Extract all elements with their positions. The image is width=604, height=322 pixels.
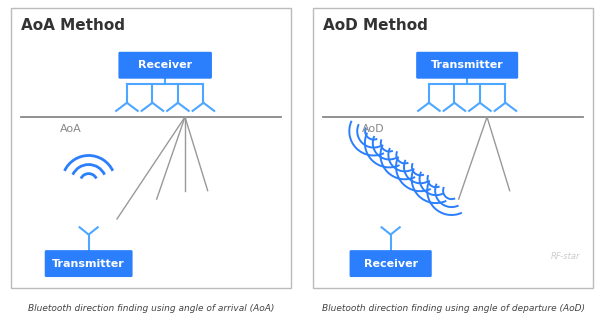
FancyBboxPatch shape — [118, 52, 212, 79]
Text: AoA: AoA — [60, 124, 82, 134]
FancyBboxPatch shape — [350, 250, 432, 277]
Text: RF-star: RF-star — [551, 252, 580, 261]
FancyBboxPatch shape — [45, 250, 133, 277]
FancyBboxPatch shape — [313, 8, 593, 289]
Text: AoD: AoD — [362, 124, 385, 134]
Text: Receiver: Receiver — [138, 60, 192, 70]
FancyBboxPatch shape — [11, 8, 291, 289]
Text: Bluetooth direction finding using angle of departure (AoD): Bluetooth direction finding using angle … — [321, 304, 585, 313]
Text: Receiver: Receiver — [364, 259, 418, 269]
Text: Bluetooth direction finding using angle of arrival (AoA): Bluetooth direction finding using angle … — [28, 304, 274, 313]
Text: AoD Method: AoD Method — [323, 18, 428, 33]
Text: Transmitter: Transmitter — [431, 60, 504, 70]
Text: Transmitter: Transmitter — [53, 259, 125, 269]
Text: AoA Method: AoA Method — [21, 18, 124, 33]
FancyBboxPatch shape — [416, 52, 518, 79]
